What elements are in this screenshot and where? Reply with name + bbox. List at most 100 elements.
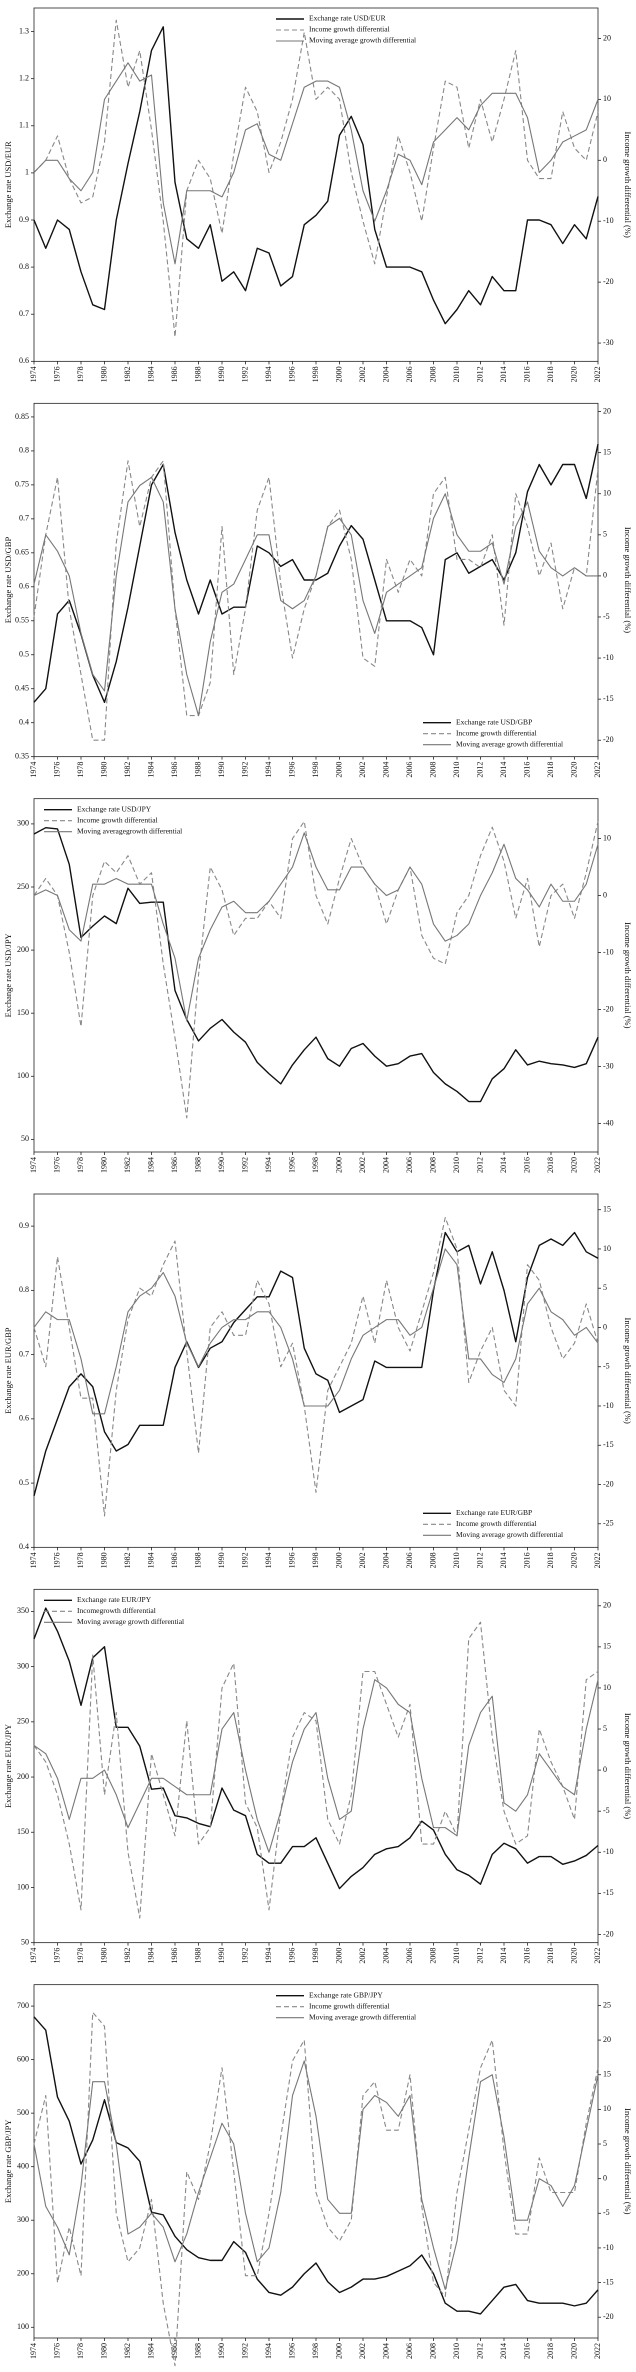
x-tick-label: 1994: [264, 366, 273, 382]
legend-label: Exchange rate EUR/GBP: [456, 1508, 532, 1517]
x-tick-label: 1976: [52, 1948, 61, 1964]
x-tick-label: 2004: [381, 762, 390, 778]
y2-tick-label: 0: [603, 2173, 607, 2182]
y2-tick-label: 5: [603, 2139, 607, 2148]
y-tick-label: 700: [17, 2001, 29, 2010]
y-tick-label: 1.2: [19, 73, 29, 82]
y2-tick-label: 0: [603, 155, 607, 164]
y2-tick-label: 25: [603, 2000, 611, 2009]
y-tick-label: 0.45: [15, 684, 29, 693]
plot-frame: [33, 1193, 599, 1548]
x-tick-label: 2018: [546, 1948, 555, 1964]
y-tick-label: 0.6: [19, 356, 29, 365]
y2-tick-label: 10: [603, 94, 611, 103]
x-tick-label: 1998: [311, 1948, 320, 1964]
x-tick-label: 2018: [546, 1157, 555, 1173]
x-tick-label: 2016: [522, 2343, 531, 2359]
y-tick-label: 150: [17, 1827, 29, 1836]
legend-label: Exchange rate USD/EUR: [309, 14, 386, 23]
series-line: [33, 2016, 599, 2315]
series-line: [33, 2011, 599, 2367]
y-tick-label: 0.7: [19, 309, 29, 318]
y-tick-label: 1: [25, 168, 29, 177]
y2-tick-label: -10: [603, 653, 614, 662]
x-tick-label: 2018: [546, 366, 555, 382]
x-tick-label: 2022: [593, 2343, 602, 2359]
y2-tick-label: -20: [603, 1004, 614, 1013]
y-tick-label: 0.4: [19, 718, 29, 727]
x-tick-label: 1992: [240, 366, 249, 382]
x-tick-label: 1978: [76, 1948, 85, 1964]
x-tick-label: 2014: [499, 366, 508, 382]
y2-tick-label: 10: [603, 1683, 611, 1692]
x-tick-label: 2008: [428, 1948, 437, 1964]
y-tick-label: 500: [17, 2108, 29, 2117]
y-tick-label: 400: [17, 2162, 29, 2171]
y-tick-label: 0.7: [19, 1349, 29, 1358]
x-tick-label: 2002: [358, 1948, 367, 1964]
x-tick-label: 2020: [569, 1948, 578, 1964]
x-tick-label: 2016: [522, 1948, 531, 1964]
series-line: [33, 820, 599, 1119]
x-tick-label: 1986: [170, 2343, 179, 2359]
y2-tick-label: 15: [603, 2070, 611, 2079]
y2-tick-label: -20: [603, 277, 614, 286]
y2-tick-label: -15: [603, 1888, 614, 1897]
legend-label: Exchange rate EUR/JPY: [77, 1595, 152, 1604]
x-tick-label: 1982: [123, 366, 132, 382]
x-tick-label: 1996: [287, 1948, 296, 1964]
x-tick-label: 1988: [193, 1552, 202, 1568]
x-tick-label: 2016: [522, 1157, 531, 1173]
x-tick-label: 2012: [475, 1552, 484, 1568]
x-tick-label: 1986: [170, 1948, 179, 1964]
x-tick-label: 1974: [29, 762, 38, 778]
x-tick-label: 2008: [428, 762, 437, 778]
x-tick-label: 1986: [170, 1157, 179, 1173]
y-tick-label: 0.7: [19, 514, 29, 523]
x-tick-label: 1978: [76, 1552, 85, 1568]
x-tick-label: 2006: [405, 762, 414, 778]
legend-label: Exchange rate USD/GBP: [456, 717, 532, 726]
x-tick-label: 2018: [546, 762, 555, 778]
legend-label: Moving average growth differential: [309, 36, 416, 45]
y2-axis-title: Income growth differential (%): [623, 2108, 633, 2214]
series-line: [33, 1679, 599, 1853]
legend-label: Moving average growth differential: [456, 739, 563, 748]
plot-frame: [33, 1588, 599, 1944]
y2-tick-label: -25: [603, 1519, 614, 1528]
x-tick-label: 1996: [287, 1552, 296, 1568]
x-tick-label: 2016: [522, 762, 531, 778]
y2-tick-label: 0: [603, 1765, 607, 1774]
x-tick-label: 1976: [52, 762, 61, 778]
x-tick-label: 1986: [170, 762, 179, 778]
x-tick-label: 1974: [29, 2343, 38, 2359]
y-tick-label: 0.55: [15, 616, 29, 625]
x-tick-label: 1984: [146, 1157, 155, 1173]
x-tick-label: 1992: [240, 1948, 249, 1964]
x-tick-label: 1980: [99, 366, 108, 382]
x-tick-label: 1992: [240, 762, 249, 778]
x-tick-label: 2012: [475, 762, 484, 778]
y-axis-title: Exchange rate USD/JPY: [3, 933, 13, 1017]
y-tick-label: 1.1: [19, 121, 29, 130]
y-tick-label: 300: [17, 1661, 29, 1670]
x-tick-label: 1998: [311, 2343, 320, 2359]
x-tick-label: 2004: [381, 366, 390, 382]
y-tick-label: 200: [17, 2269, 29, 2278]
y2-tick-label: 10: [603, 489, 611, 498]
x-tick-label: 1984: [146, 762, 155, 778]
x-tick-label: 1978: [76, 2343, 85, 2359]
x-tick-label: 1982: [123, 1157, 132, 1173]
y-axis-title: Exchange rate USD/EUR: [3, 141, 13, 228]
y-tick-label: 150: [17, 1008, 29, 1017]
x-tick-label: 1974: [29, 1552, 38, 1568]
y2-axis-title: Income growth differential (%): [623, 132, 633, 238]
plot-frame: [33, 798, 599, 1153]
legend-label: Incomegrowth differential: [77, 1606, 156, 1615]
x-tick-label: 2010: [452, 1157, 461, 1173]
y2-axis-title: Income growth differential (%): [623, 1713, 633, 1819]
y-tick-label: 0.5: [19, 1478, 29, 1487]
y2-tick-label: -15: [603, 2277, 614, 2286]
series-line: [33, 1231, 599, 1497]
